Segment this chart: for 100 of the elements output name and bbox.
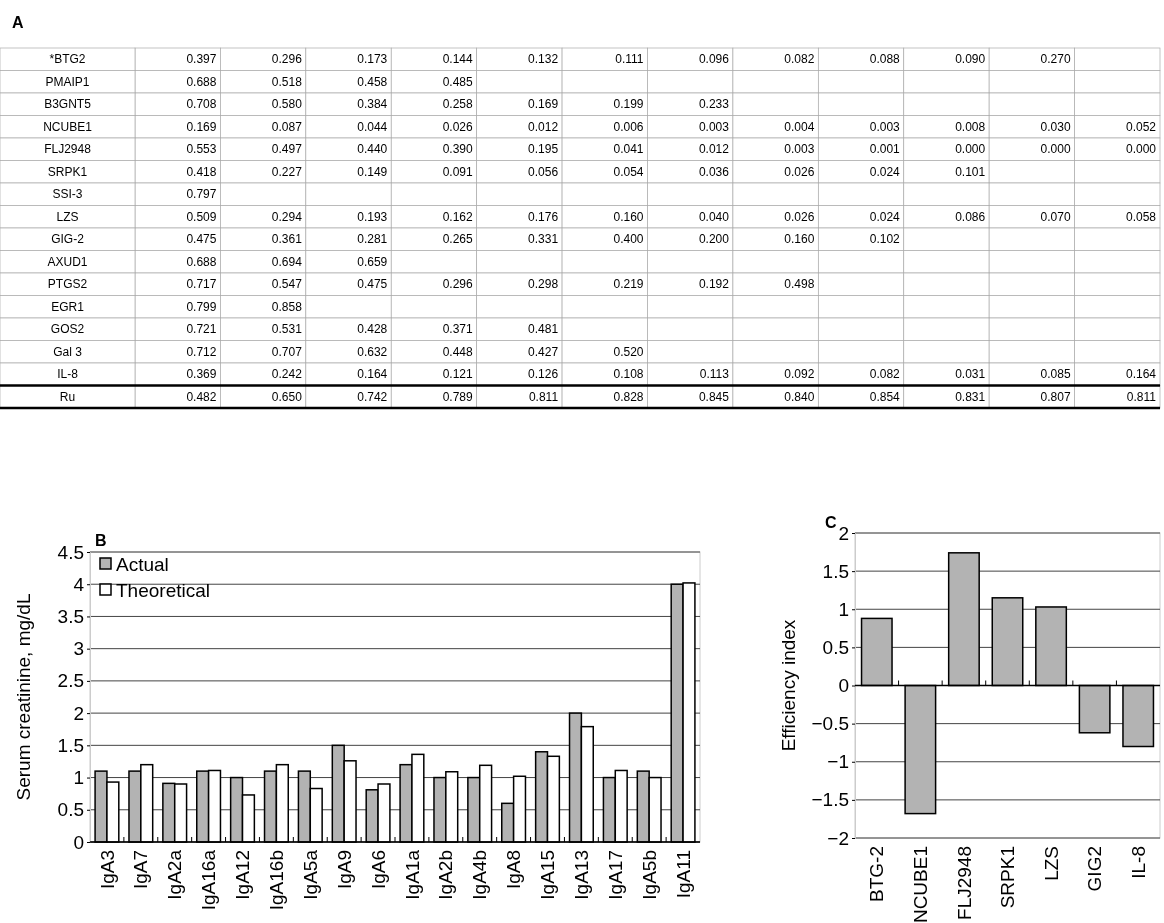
data-label: 0.113 (699, 367, 730, 382)
data-label: 0.169 (528, 97, 559, 112)
x-tick-label: IgA16b (266, 850, 288, 911)
data-label: 0.096 (698, 52, 730, 67)
data-label: 0.294 (271, 209, 303, 224)
data-label: 0.164 (357, 367, 388, 382)
data-label: 0.173 (357, 52, 388, 67)
data-label: 0.001 (869, 142, 901, 157)
data-label: 0.384 (357, 97, 388, 112)
data-label: 0.058 (1125, 209, 1157, 224)
data-label: 0.176 (528, 209, 559, 224)
y-tick-label: 4 (73, 573, 85, 595)
y-tick-label: 3.5 (57, 606, 84, 628)
data-label: 0.717 (186, 277, 217, 292)
data-label: 0.553 (186, 142, 217, 157)
data-label: 0.797 (186, 187, 217, 202)
data-label: 0.169 (186, 119, 217, 134)
data-label: 0.041 (613, 142, 644, 157)
data-label: 0.831 (955, 389, 986, 404)
data-label: 0.004 (784, 119, 815, 134)
x-tick-label: IgA2b (435, 850, 457, 900)
data-label: 0.458 (357, 74, 388, 89)
data-label: 0.026 (784, 209, 815, 224)
data-label: 0.108 (613, 367, 644, 382)
x-tick-label: IgA5a (299, 849, 321, 900)
data-label: 0.531 (271, 322, 303, 337)
data-label: 0.298 (528, 277, 559, 292)
data-label: 0.811 (528, 389, 559, 404)
data-label: 0.688 (186, 74, 217, 89)
x-tick-label: SRPK1 (997, 846, 1019, 909)
data-label: 0.400 (613, 232, 644, 247)
x-tick-label: IL-8 (1127, 846, 1149, 879)
x-tick-label: IgA13 (571, 850, 593, 900)
data-label: 0.219 (613, 277, 644, 292)
x-tick-label: BTG-2 (866, 846, 888, 902)
data-label: 0.840 (784, 389, 815, 404)
x-tick-label: IgA1a (401, 849, 423, 900)
data-label: 0.091 (442, 164, 473, 179)
y-tick-label: −1.5 (811, 789, 849, 811)
data-label: 0.026 (784, 164, 815, 179)
data-label: 0.193 (357, 209, 388, 224)
data-label: 0.008 (955, 119, 986, 134)
data-label: 0.448 (442, 344, 473, 359)
data-label: 0.003 (784, 142, 815, 157)
x-tick-label: IgA8 (503, 850, 525, 890)
y-tick-label: 2.5 (57, 670, 84, 692)
data-label: 0.498 (784, 277, 815, 292)
x-tick-label: FLJ2948 (953, 846, 975, 920)
data-label: 0.789 (442, 389, 473, 404)
data-label: 0.688 (186, 254, 217, 269)
data-label: 0.101 (955, 164, 986, 179)
data-label: 0.858 (271, 299, 303, 314)
data-label: 0.807 (1040, 389, 1071, 404)
data-label: 0.024 (869, 164, 901, 179)
y-tick-label: 0.5 (822, 636, 849, 658)
data-label: 0.195 (528, 142, 559, 157)
data-label: 0.012 (528, 119, 559, 134)
data-label: 0.242 (271, 367, 303, 382)
data-label: 0.845 (698, 389, 730, 404)
data-label: 0.281 (357, 232, 388, 247)
x-tick-label: IgA15 (537, 850, 559, 900)
y-tick-label: 4.5 (57, 541, 84, 563)
data-label: 0.485 (442, 74, 473, 89)
data-label: 0.090 (955, 52, 986, 67)
data-label: 0.270 (1040, 52, 1071, 67)
data-label: 0.721 (186, 322, 217, 337)
chart-title: A (12, 14, 24, 31)
y-tick-label: −0.5 (811, 713, 849, 735)
y-tick-label: 0 (73, 831, 84, 853)
legend-label: Theoretical (116, 579, 210, 601)
y-tick-label: 1 (838, 598, 849, 620)
y-tick-label: Ru (59, 389, 76, 404)
x-tick-label: IgA2a (164, 849, 186, 900)
data-label: 0.547 (271, 277, 303, 292)
data-label: 0.497 (271, 142, 303, 157)
data-label: 0.126 (528, 367, 559, 382)
y-tick-label: PTGS2 (47, 277, 88, 292)
data-label: 0.040 (698, 209, 730, 224)
data-label: 0.440 (357, 142, 388, 157)
x-tick-label: IgA6 (367, 850, 389, 890)
data-label: 0.632 (357, 344, 388, 359)
data-label: 0.227 (271, 164, 303, 179)
data-label: 0.054 (613, 164, 644, 179)
data-label: 0.482 (186, 389, 217, 404)
data-label: 0.087 (271, 119, 303, 134)
data-label: 0.199 (613, 97, 644, 112)
data-label: 0.828 (613, 389, 644, 404)
data-label: 0.088 (869, 52, 901, 67)
x-tick-label: IgA4b (469, 850, 491, 900)
data-label: 0.811 (1126, 389, 1157, 404)
data-label: 0.085 (1040, 367, 1071, 382)
x-tick-label: GIG2 (1084, 846, 1106, 892)
data-label: 0.390 (442, 142, 473, 157)
data-label: 0.397 (186, 52, 217, 67)
y-tick-label: Gal 3 (53, 344, 83, 359)
data-label: 0.162 (442, 209, 473, 224)
y-tick-label: 3 (73, 638, 84, 660)
data-label: 0.694 (271, 254, 303, 269)
data-label: 0.233 (698, 97, 730, 112)
x-tick-label: NCUBE1 (910, 846, 932, 923)
